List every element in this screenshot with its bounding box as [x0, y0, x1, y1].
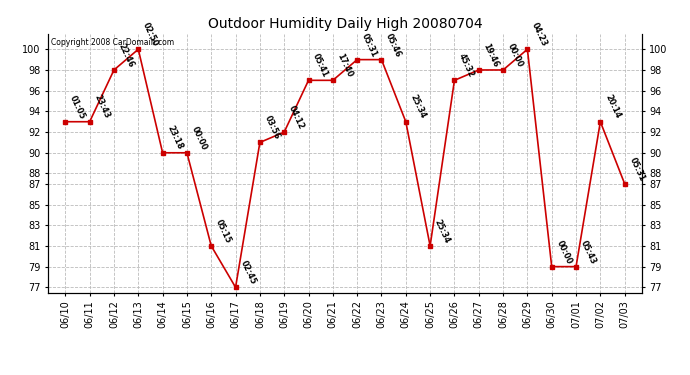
Text: 23:18: 23:18 [166, 124, 184, 152]
Text: 03:56: 03:56 [263, 114, 282, 141]
Text: 25:34: 25:34 [433, 218, 452, 244]
Text: 04:12: 04:12 [287, 104, 306, 130]
Text: 05:43: 05:43 [579, 238, 598, 265]
Text: 02:45: 02:45 [238, 259, 257, 286]
Title: Outdoor Humidity Daily High 20080704: Outdoor Humidity Daily High 20080704 [208, 17, 482, 31]
Text: 02:50: 02:50 [141, 21, 160, 48]
Text: 45:32: 45:32 [457, 52, 476, 79]
Text: 05:31: 05:31 [627, 156, 647, 182]
Text: 05:31: 05:31 [360, 32, 379, 58]
Text: Copyright 2008 CarDomain.com: Copyright 2008 CarDomain.com [51, 38, 175, 46]
Text: 25:34: 25:34 [408, 93, 428, 120]
Text: 05:41: 05:41 [311, 52, 330, 79]
Text: 00:00: 00:00 [555, 238, 573, 265]
Text: 05:15: 05:15 [214, 218, 233, 244]
Text: 01:05: 01:05 [68, 94, 87, 120]
Text: 19:46: 19:46 [482, 42, 500, 69]
Text: 00:00: 00:00 [190, 125, 208, 152]
Text: 05:46: 05:46 [384, 32, 403, 58]
Text: 04:23: 04:23 [530, 21, 549, 48]
Text: 23:43: 23:43 [92, 93, 111, 120]
Text: 22:46: 22:46 [117, 42, 136, 69]
Text: 00:00: 00:00 [506, 42, 524, 69]
Text: 17:40: 17:40 [335, 52, 355, 79]
Text: 20:14: 20:14 [603, 93, 622, 120]
